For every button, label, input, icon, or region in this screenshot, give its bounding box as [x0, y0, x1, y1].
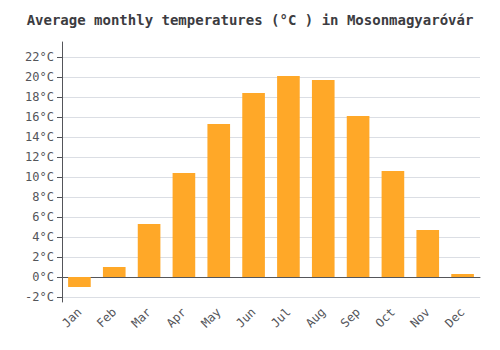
svg-text:6°C: 6°C	[32, 210, 54, 224]
svg-text:May: May	[198, 305, 223, 330]
svg-text:Dec: Dec	[442, 305, 467, 330]
svg-text:Aug: Aug	[303, 305, 328, 330]
svg-text:12°C: 12°C	[25, 150, 54, 164]
svg-text:22°C: 22°C	[25, 50, 54, 64]
svg-text:0°C: 0°C	[32, 270, 54, 284]
svg-text:20°C: 20°C	[25, 70, 54, 84]
svg-text:16°C: 16°C	[25, 110, 54, 124]
svg-text:Jan: Jan	[59, 305, 84, 330]
svg-text:Nov: Nov	[407, 305, 432, 330]
svg-text:2°C: 2°C	[32, 250, 54, 264]
svg-text:Jun: Jun	[233, 305, 258, 330]
svg-text:14°C: 14°C	[25, 130, 54, 144]
svg-text:Jul: Jul	[268, 305, 293, 330]
svg-text:4°C: 4°C	[32, 230, 54, 244]
svg-text:-2°C: -2°C	[25, 290, 54, 304]
svg-text:8°C: 8°C	[32, 190, 54, 204]
svg-text:Sep: Sep	[338, 305, 363, 330]
svg-text:Average monthly temperatures (: Average monthly temperatures (°C ) in Mo…	[27, 12, 474, 28]
svg-text:Mar: Mar	[129, 305, 154, 330]
svg-text:Apr: Apr	[164, 305, 189, 330]
svg-text:10°C: 10°C	[25, 170, 54, 184]
svg-text:Feb: Feb	[94, 305, 119, 330]
svg-text:Oct: Oct	[373, 305, 398, 330]
svg-text:18°C: 18°C	[25, 90, 54, 104]
